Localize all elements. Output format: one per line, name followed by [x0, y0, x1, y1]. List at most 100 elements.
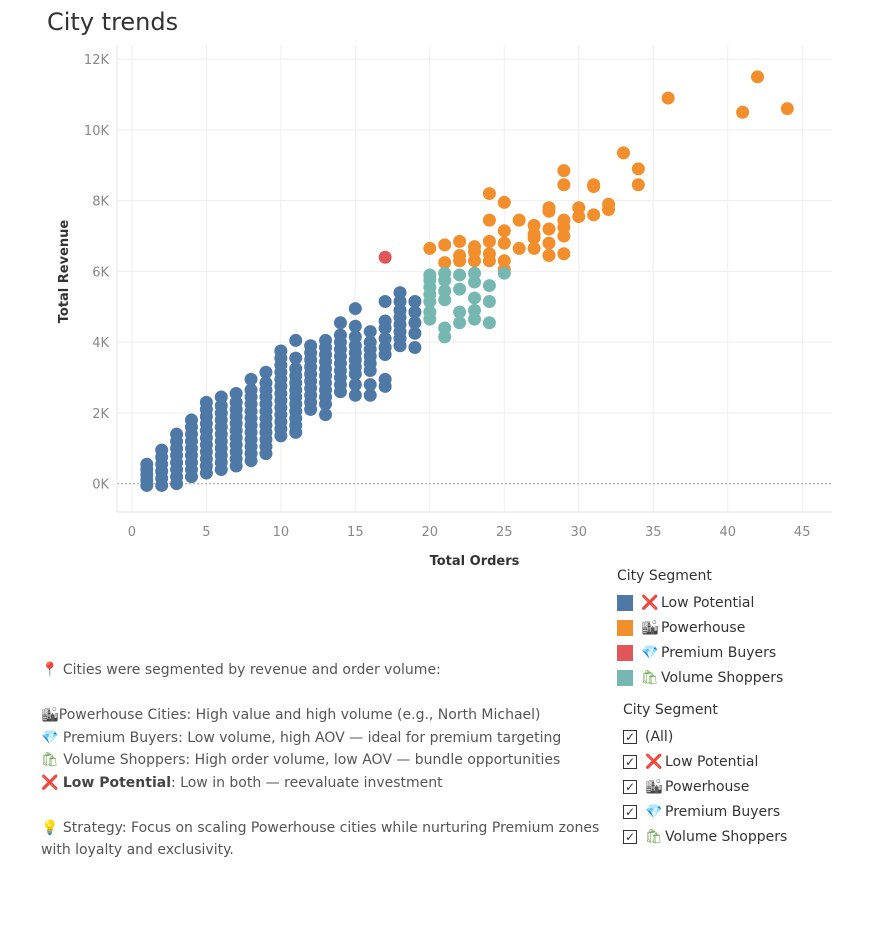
- filter-item-powerhouse[interactable]: ✓ 🏙 Powerhouse: [623, 774, 787, 799]
- data-point[interactable]: [393, 286, 407, 300]
- filter-item-volume-shoppers[interactable]: ✓ 🛍 Volume Shoppers: [623, 824, 787, 849]
- data-point[interactable]: [453, 234, 467, 248]
- data-point[interactable]: [259, 447, 273, 461]
- filter-item-low-potential[interactable]: ✓ ❌ Low Potential: [623, 749, 787, 774]
- data-point[interactable]: [497, 236, 511, 250]
- data-point[interactable]: [214, 390, 228, 404]
- data-point[interactable]: [155, 443, 169, 457]
- data-point[interactable]: [378, 250, 392, 264]
- data-point[interactable]: [751, 70, 765, 84]
- data-point[interactable]: [527, 218, 541, 232]
- data-point[interactable]: [408, 340, 422, 354]
- data-point[interactable]: [348, 319, 362, 333]
- data-point[interactable]: [587, 178, 601, 192]
- data-point[interactable]: [557, 247, 571, 261]
- data-point[interactable]: [438, 238, 452, 252]
- data-point[interactable]: [527, 241, 541, 255]
- data-point[interactable]: [378, 372, 392, 386]
- data-point[interactable]: [333, 328, 347, 342]
- legend-item-powerhouse[interactable]: 🏙 Powerhouse: [617, 615, 783, 640]
- data-points[interactable]: [140, 70, 794, 492]
- data-point[interactable]: [542, 236, 556, 250]
- data-point[interactable]: [497, 195, 511, 209]
- data-point[interactable]: [199, 395, 213, 409]
- data-point[interactable]: [408, 294, 422, 308]
- data-point[interactable]: [184, 413, 198, 427]
- checkbox[interactable]: ✓: [623, 779, 637, 794]
- data-point[interactable]: [482, 279, 496, 293]
- data-point[interactable]: [363, 325, 377, 339]
- data-point[interactable]: [348, 378, 362, 392]
- data-point[interactable]: [631, 162, 645, 176]
- data-point[interactable]: [423, 305, 437, 319]
- data-point[interactable]: [453, 305, 467, 319]
- legend-item-low-potential[interactable]: ❌ Low Potential: [617, 590, 783, 615]
- data-point[interactable]: [319, 408, 333, 422]
- data-point[interactable]: [259, 376, 273, 390]
- data-point[interactable]: [468, 291, 481, 305]
- data-point[interactable]: [453, 316, 467, 330]
- data-point[interactable]: [244, 372, 258, 386]
- data-point[interactable]: [408, 326, 422, 340]
- data-point[interactable]: [482, 213, 496, 227]
- data-point[interactable]: [468, 240, 481, 254]
- data-point[interactable]: [438, 284, 452, 298]
- data-point[interactable]: [408, 305, 422, 319]
- checkbox[interactable]: ✓: [623, 829, 637, 844]
- data-point[interactable]: [453, 282, 467, 296]
- data-point[interactable]: [497, 224, 511, 238]
- data-point[interactable]: [557, 213, 571, 227]
- data-point[interactable]: [557, 164, 571, 178]
- data-point[interactable]: [289, 333, 303, 347]
- data-point[interactable]: [616, 146, 630, 160]
- data-point[interactable]: [587, 208, 601, 222]
- filter-item-all[interactable]: ✓ (All): [623, 724, 787, 749]
- data-point[interactable]: [259, 365, 273, 379]
- data-point[interactable]: [512, 241, 526, 255]
- data-point[interactable]: [378, 294, 392, 308]
- data-point[interactable]: [378, 314, 392, 328]
- data-point[interactable]: [572, 201, 586, 215]
- checkbox[interactable]: ✓: [623, 804, 637, 819]
- data-point[interactable]: [363, 335, 377, 349]
- data-point[interactable]: [736, 105, 750, 119]
- data-point[interactable]: [542, 222, 556, 236]
- data-point[interactable]: [631, 178, 645, 192]
- data-point[interactable]: [274, 344, 288, 358]
- data-point[interactable]: [438, 256, 452, 270]
- scatter-chart[interactable]: 0K 2K 4K 6K 8K 10K 12K 0 5 10 15 20 25 30 35 40 45 Tota…: [0, 40, 872, 580]
- data-point[interactable]: [512, 213, 526, 227]
- data-point[interactable]: [289, 362, 303, 376]
- data-point[interactable]: [423, 241, 437, 255]
- data-point[interactable]: [363, 378, 377, 392]
- data-point[interactable]: [348, 388, 362, 402]
- data-point[interactable]: [482, 187, 496, 201]
- data-point[interactable]: [289, 351, 303, 365]
- data-point[interactable]: [542, 249, 556, 263]
- filter-item-premium-buyers[interactable]: ✓ 💎 Premium Buyers: [623, 799, 787, 824]
- data-point[interactable]: [438, 321, 452, 335]
- data-point[interactable]: [661, 91, 675, 105]
- data-point[interactable]: [497, 254, 511, 268]
- data-point[interactable]: [482, 316, 496, 330]
- data-point[interactable]: [244, 383, 258, 397]
- data-point[interactable]: [482, 294, 496, 308]
- data-point[interactable]: [468, 266, 481, 280]
- data-point[interactable]: [378, 332, 392, 346]
- data-point[interactable]: [453, 268, 467, 282]
- data-point[interactable]: [348, 302, 362, 316]
- data-point[interactable]: [557, 178, 571, 192]
- data-point[interactable]: [333, 316, 347, 330]
- data-point[interactable]: [348, 330, 362, 344]
- checkbox[interactable]: ✓: [623, 729, 637, 744]
- data-point[interactable]: [542, 201, 556, 215]
- data-point[interactable]: [140, 457, 154, 471]
- data-point[interactable]: [363, 388, 377, 402]
- data-point[interactable]: [438, 266, 452, 280]
- data-point[interactable]: [229, 386, 243, 400]
- data-point[interactable]: [497, 266, 511, 280]
- checkbox[interactable]: ✓: [623, 754, 637, 769]
- data-point[interactable]: [453, 249, 467, 263]
- legend-item-premium-buyers[interactable]: 💎 Premium Buyers: [617, 640, 783, 665]
- data-point[interactable]: [170, 427, 184, 441]
